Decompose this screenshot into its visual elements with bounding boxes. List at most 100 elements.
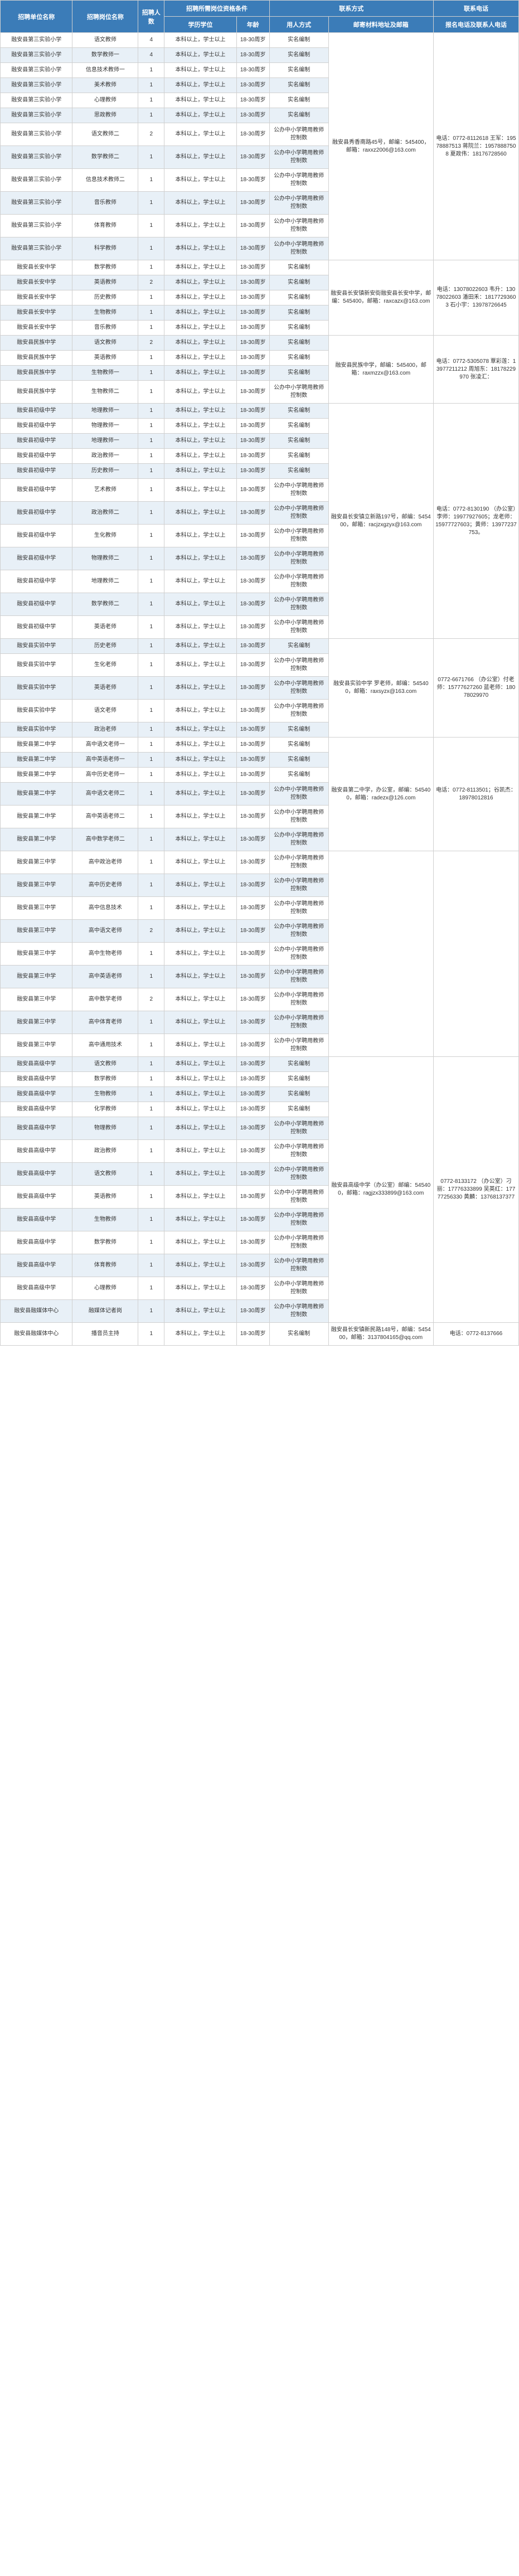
cell-hiretype: 实名编制 [269, 449, 328, 464]
cell-contact-addr: 融安县第二中学，办公室，邮编：545400，邮箱：radezx@126.com [328, 738, 433, 851]
cell-school: 融安县高级中学 [1, 1277, 72, 1300]
cell-edu: 本科以上，学士以上 [164, 146, 236, 169]
cell-count: 1 [138, 1057, 164, 1072]
cell-hiretype: 实名编制 [269, 48, 328, 63]
cell-hiretype: 公办中小学聘用教师控制数 [269, 943, 328, 966]
cell-school: 融安县第三中学 [1, 874, 72, 897]
table-row: 融安县第三实验小学语文教师4本科以上，学士以上18-30周岁实名编制融安县秀香南… [1, 33, 519, 48]
cell-hiretype: 公办中小学聘用教师控制数 [269, 237, 328, 260]
cell-edu: 本科以上，学士以上 [164, 1140, 236, 1163]
cell-edu: 本科以上，学士以上 [164, 654, 236, 677]
cell-edu: 本科以上，学士以上 [164, 988, 236, 1011]
cell-hiretype: 公办中小学聘用教师控制数 [269, 123, 328, 146]
cell-hiretype: 公办中小学聘用教师控制数 [269, 806, 328, 828]
cell-position: 高中生物老师 [72, 943, 138, 966]
cell-age: 18-30周岁 [236, 920, 269, 943]
cell-age: 18-30周岁 [236, 464, 269, 479]
cell-age: 18-30周岁 [236, 237, 269, 260]
cell-hiretype: 公办中小学聘用教师控制数 [269, 897, 328, 920]
cell-age: 18-30周岁 [236, 449, 269, 464]
cell-hiretype: 实名编制 [269, 33, 328, 48]
cell-school: 融安县民族中学 [1, 336, 72, 351]
cell-edu: 本科以上，学士以上 [164, 700, 236, 722]
cell-hiretype: 实名编制 [269, 722, 328, 738]
cell-hiretype: 实名编制 [269, 260, 328, 275]
cell-position: 地理教师一 [72, 434, 138, 449]
table-row: 融安县融媒体中心播音员主持1本科以上，学士以上18-30周岁实名编制融安县长安镇… [1, 1323, 519, 1346]
cell-position: 物理教师 [72, 1117, 138, 1140]
cell-count: 1 [138, 851, 164, 874]
cell-hiretype: 公办中小学聘用教师控制数 [269, 1277, 328, 1300]
cell-count: 1 [138, 449, 164, 464]
cell-count: 1 [138, 78, 164, 93]
cell-edu: 本科以上，学士以上 [164, 366, 236, 381]
cell-hiretype: 实名编制 [269, 275, 328, 290]
cell-edu: 本科以上，学士以上 [164, 738, 236, 753]
table-row: 融安县高级中学语文教师1本科以上，学士以上18-30周岁实名编制融安县高级中学（… [1, 1057, 519, 1072]
table-row: 融安县长安中学数学教师1本科以上，学士以上18-30周岁实名编制融安县长安镇新安… [1, 260, 519, 275]
cell-hiretype: 实名编制 [269, 305, 328, 321]
cell-position: 音乐教师 [72, 192, 138, 215]
cell-age: 18-30周岁 [236, 897, 269, 920]
cell-count: 1 [138, 897, 164, 920]
cell-position: 高中通用技术 [72, 1034, 138, 1057]
cell-school: 融安县初级中学 [1, 525, 72, 547]
cell-age: 18-30周岁 [236, 828, 269, 851]
cell-edu: 本科以上，学士以上 [164, 722, 236, 738]
cell-position: 历史老师 [72, 639, 138, 654]
cell-position: 高中语文老师二 [72, 783, 138, 806]
cell-school: 融安县初级中学 [1, 434, 72, 449]
cell-hiretype: 公办中小学聘用教师控制数 [269, 192, 328, 215]
cell-count: 1 [138, 502, 164, 525]
cell-count: 1 [138, 783, 164, 806]
cell-count: 1 [138, 192, 164, 215]
cell-age: 18-30周岁 [236, 738, 269, 753]
cell-school: 融安县第三中学 [1, 943, 72, 966]
cell-edu: 本科以上，学士以上 [164, 1186, 236, 1209]
cell-contact-addr: 融安县长安镇立新路197号，邮编：545400，邮箱：racjzxgzyx@16… [328, 404, 433, 639]
cell-school: 融安县第三实验小学 [1, 78, 72, 93]
cell-edu: 本科以上，学士以上 [164, 1231, 236, 1254]
cell-hiretype: 公办中小学聘用教师控制数 [269, 479, 328, 502]
cell-school: 融安县初级中学 [1, 404, 72, 419]
cell-count: 1 [138, 722, 164, 738]
cell-school: 融安县第三中学 [1, 988, 72, 1011]
header-email: 邮寄材料地址及邮箱 [328, 17, 433, 33]
cell-edu: 本科以上，学士以上 [164, 33, 236, 48]
cell-position: 高中历史老师 [72, 874, 138, 897]
cell-count: 1 [138, 677, 164, 700]
cell-school: 融安县第三实验小学 [1, 48, 72, 63]
cell-position: 语文教师二 [72, 123, 138, 146]
cell-position: 科学教师 [72, 237, 138, 260]
cell-edu: 本科以上，学士以上 [164, 1300, 236, 1323]
cell-position: 英语教师 [72, 351, 138, 366]
cell-edu: 本科以上，学士以上 [164, 336, 236, 351]
cell-hiretype: 实名编制 [269, 1057, 328, 1072]
cell-edu: 本科以上，学士以上 [164, 639, 236, 654]
cell-count: 1 [138, 419, 164, 434]
cell-age: 18-30周岁 [236, 1072, 269, 1087]
cell-age: 18-30周岁 [236, 93, 269, 108]
cell-edu: 本科以上，学士以上 [164, 123, 236, 146]
cell-age: 18-30周岁 [236, 123, 269, 146]
cell-age: 18-30周岁 [236, 700, 269, 722]
cell-school: 融安县第二中学 [1, 738, 72, 753]
cell-hiretype: 公办中小学聘用教师控制数 [269, 547, 328, 570]
cell-edu: 本科以上，学士以上 [164, 351, 236, 366]
cell-age: 18-30周岁 [236, 33, 269, 48]
cell-count: 1 [138, 738, 164, 753]
cell-edu: 本科以上，学士以上 [164, 920, 236, 943]
cell-edu: 本科以上，学士以上 [164, 290, 236, 305]
cell-school: 融安县高级中学 [1, 1117, 72, 1140]
cell-hiretype: 公办中小学聘用教师控制数 [269, 502, 328, 525]
header-age: 年龄 [236, 17, 269, 33]
cell-position: 生物教师 [72, 305, 138, 321]
cell-school: 融安县第三实验小学 [1, 146, 72, 169]
cell-school: 融安县第三实验小学 [1, 169, 72, 192]
cell-edu: 本科以上，学士以上 [164, 63, 236, 78]
cell-school: 融安县第三中学 [1, 897, 72, 920]
cell-contact-phone: 电话：0772-5305078 覃彩莲：13977211212 周旭东：1817… [433, 336, 518, 404]
cell-age: 18-30周岁 [236, 654, 269, 677]
cell-age: 18-30周岁 [236, 48, 269, 63]
cell-edu: 本科以上，学士以上 [164, 260, 236, 275]
